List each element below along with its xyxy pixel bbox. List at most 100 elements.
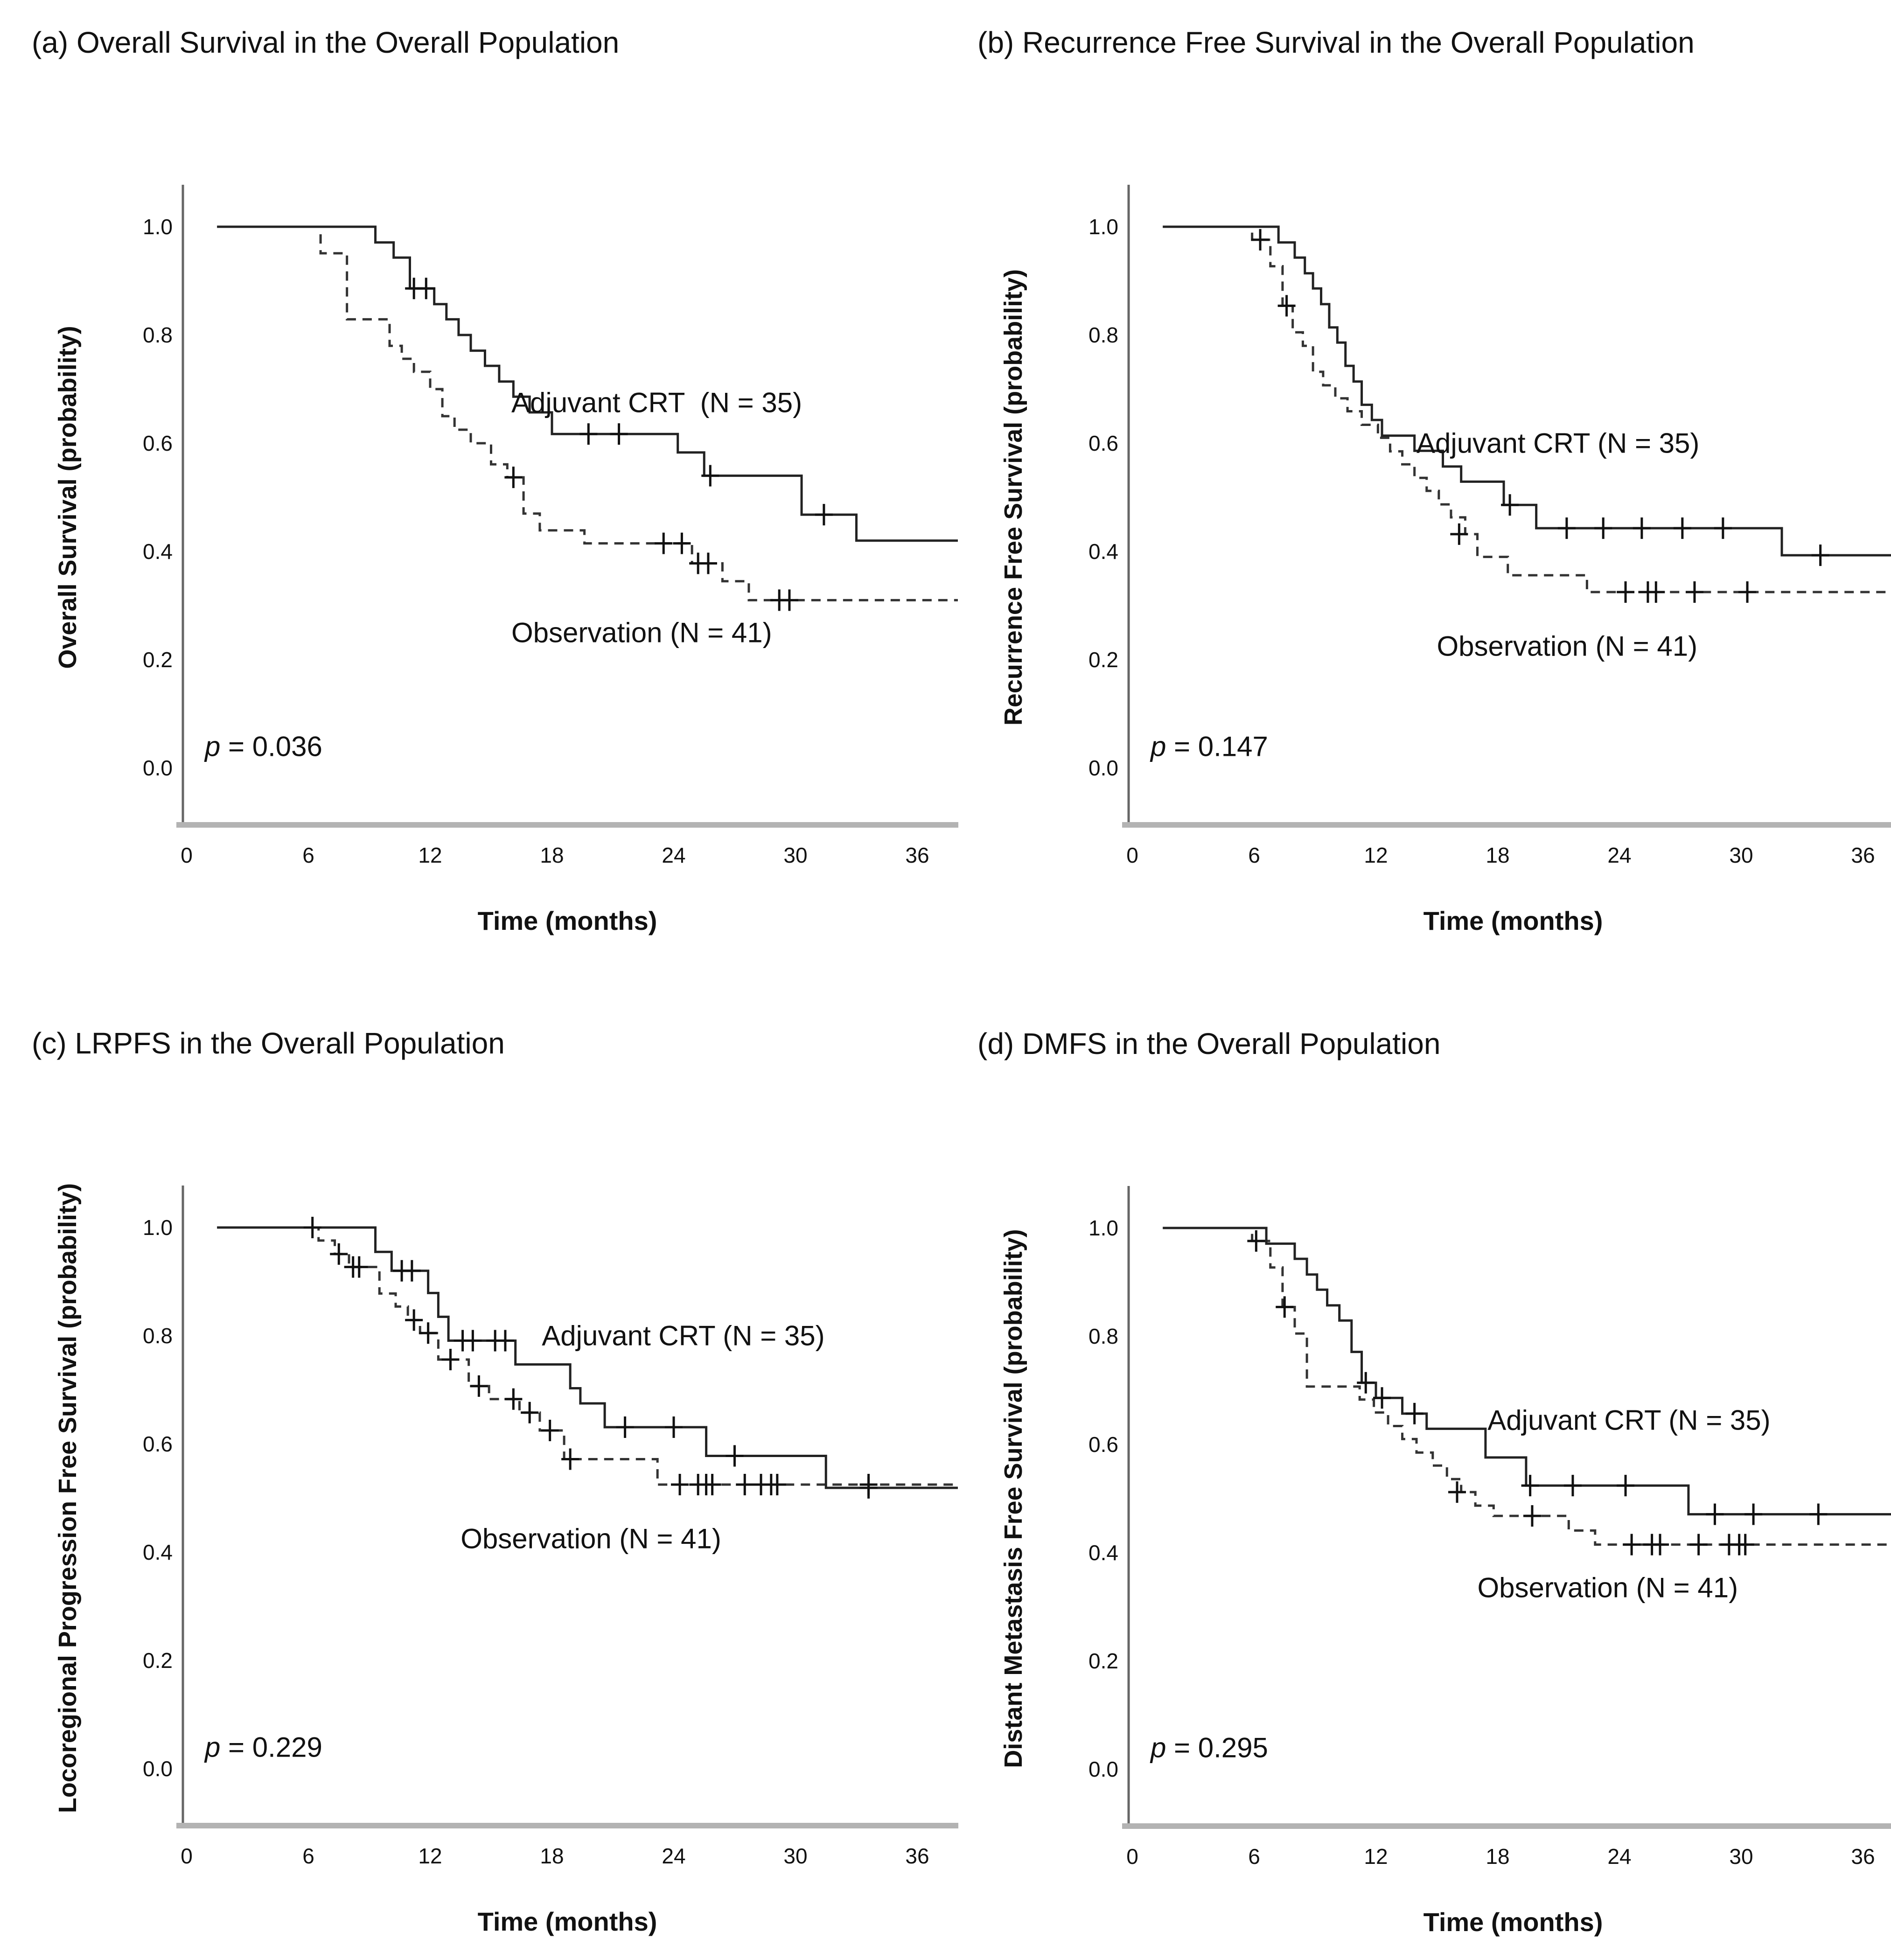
censor-mark — [655, 532, 673, 554]
km-plot — [1122, 185, 1891, 828]
y-tick-label: 0.2 — [143, 1648, 173, 1673]
censor-mark — [1809, 1503, 1828, 1525]
panel-dmfs: (d) DMFS in the Overall Population 1.0 0… — [964, 988, 1891, 1960]
censor-mark — [726, 1445, 744, 1467]
censor-mark — [1706, 1503, 1724, 1525]
km-curve-dashed — [217, 225, 958, 601]
censor-mark — [579, 423, 598, 445]
censor-mark — [665, 1416, 683, 1438]
y-tick-label: 0.4 — [143, 539, 173, 564]
censor-mark — [859, 1477, 878, 1499]
legend-adjuvant-crt: Adjuvant CRT (N = 35) — [542, 1320, 825, 1352]
x-axis-title: Time (months) — [477, 906, 657, 935]
x-tick-label: 36 — [905, 843, 929, 867]
legend-adjuvant-crt: Adjuvant CRT (N = 35) — [1487, 1404, 1771, 1436]
km-curve-solid — [1163, 225, 1891, 557]
x-axis-title: Time (months) — [1423, 1907, 1603, 1937]
censor-mark — [1557, 517, 1576, 539]
censor-mark — [1373, 1387, 1391, 1409]
censor-mark — [1623, 1534, 1641, 1555]
x-tick-label: 36 — [1851, 843, 1875, 867]
p-symbol: p — [205, 1731, 221, 1763]
p-value-text: = 0.229 — [220, 1731, 322, 1763]
y-tick-label: 0.8 — [143, 1324, 173, 1348]
panel-inner: (c) LRPFS in the Overall Population 1.0 … — [19, 1008, 964, 1960]
panel-overall-survival: (a) Overall Survival in the Overall Popu… — [19, 7, 964, 987]
censor-mark — [1673, 517, 1691, 539]
panel-title: (d) DMFS in the Overall Population — [977, 1027, 1441, 1060]
censor-mark — [1277, 295, 1296, 317]
p-value-text: = 0.036 — [220, 731, 322, 762]
x-tick-label: 30 — [783, 1844, 808, 1868]
panel-recurrence-free-survival: (b) Recurrence Free Survival in the Over… — [964, 7, 1891, 987]
censor-mark — [1647, 581, 1665, 603]
legend-observation: Observation (N = 41) — [461, 1523, 721, 1555]
y-tick-label: 0.6 — [143, 1432, 173, 1456]
x-axis-title: Time (months) — [1423, 906, 1603, 935]
km-plot — [176, 185, 958, 828]
x-tick-label: 36 — [905, 1844, 929, 1868]
censor-mark — [1736, 1534, 1754, 1555]
x-axis-title: Time (months) — [477, 1907, 657, 1936]
x-tick-label: 30 — [1729, 843, 1753, 867]
y-tick-label: 0.6 — [1089, 1432, 1118, 1457]
panel-inner: (d) DMFS in the Overall Population 1.0 0… — [964, 1009, 1891, 1960]
x-tick-label: 18 — [540, 843, 564, 867]
x-tick-label: 0 — [181, 843, 193, 867]
y-axis-title: Distant Metastasis Free Survival (probab… — [999, 1229, 1027, 1768]
y-tick-label: 0.8 — [143, 323, 173, 347]
censor-mark — [1594, 517, 1612, 539]
censor-mark — [780, 589, 798, 611]
censor-mark — [736, 1474, 754, 1495]
y-tick-label: 1.0 — [143, 1215, 173, 1240]
censor-mark — [464, 1330, 482, 1352]
censor-mark — [1247, 1230, 1265, 1252]
legend-adjuvant-crt: Adjuvant CRT (N = 35) — [511, 387, 802, 419]
censor-mark — [1523, 1505, 1541, 1527]
censor-mark — [1617, 581, 1635, 603]
y-tick-label: 0.4 — [1089, 539, 1118, 564]
censor-mark — [699, 552, 717, 574]
y-tick-label: 0.6 — [143, 431, 173, 455]
panel-lrpfs: (c) LRPFS in the Overall Population 1.0 … — [19, 987, 964, 1960]
censor-mark — [815, 504, 833, 526]
x-tick-label: 30 — [1729, 1844, 1753, 1869]
censor-mark — [541, 1420, 559, 1441]
censor-mark — [616, 1416, 634, 1438]
x-tick-label: 0 — [1126, 843, 1138, 867]
legend-observation: Observation (N = 41) — [1437, 630, 1698, 662]
p-symbol: p — [205, 731, 221, 762]
censor-mark — [419, 1322, 437, 1344]
censor-mark — [561, 1448, 579, 1470]
km-curve-dashed — [1163, 225, 1891, 593]
p-symbol: p — [1151, 731, 1166, 762]
y-tick-label: 0.4 — [1089, 1541, 1118, 1565]
x-tick-label: 36 — [1851, 1844, 1875, 1869]
p-value: p = 0.295 — [1151, 1732, 1268, 1764]
km-curve-dashed — [217, 1226, 958, 1486]
p-value: p = 0.036 — [205, 731, 322, 763]
censor-mark — [1521, 1475, 1539, 1497]
y-tick-label: 0.2 — [143, 648, 173, 672]
censor-mark — [470, 1375, 488, 1397]
y-tick-label: 0.2 — [1089, 1649, 1118, 1673]
censor-mark — [1744, 1503, 1763, 1525]
y-tick-label: 0.8 — [1089, 1324, 1118, 1348]
km-curve-solid — [217, 225, 958, 542]
censor-mark — [303, 1217, 321, 1238]
y-tick-label: 0.0 — [1089, 1757, 1118, 1781]
censor-mark — [1633, 517, 1651, 539]
censor-mark — [1405, 1402, 1423, 1424]
x-tick-label: 18 — [540, 1844, 564, 1868]
censor-mark — [350, 1256, 368, 1278]
x-tick-label: 12 — [1364, 1844, 1388, 1869]
censor-mark — [1617, 1475, 1635, 1497]
panel-title: (c) LRPFS in the Overall Population — [32, 1026, 505, 1060]
censor-mark — [1811, 544, 1829, 566]
censor-mark — [1501, 494, 1519, 516]
x-tick-label: 18 — [1486, 1844, 1510, 1869]
panel-inner: (b) Recurrence Free Survival in the Over… — [964, 7, 1891, 987]
censor-mark — [610, 423, 628, 445]
x-tick-label: 24 — [1607, 1844, 1632, 1869]
